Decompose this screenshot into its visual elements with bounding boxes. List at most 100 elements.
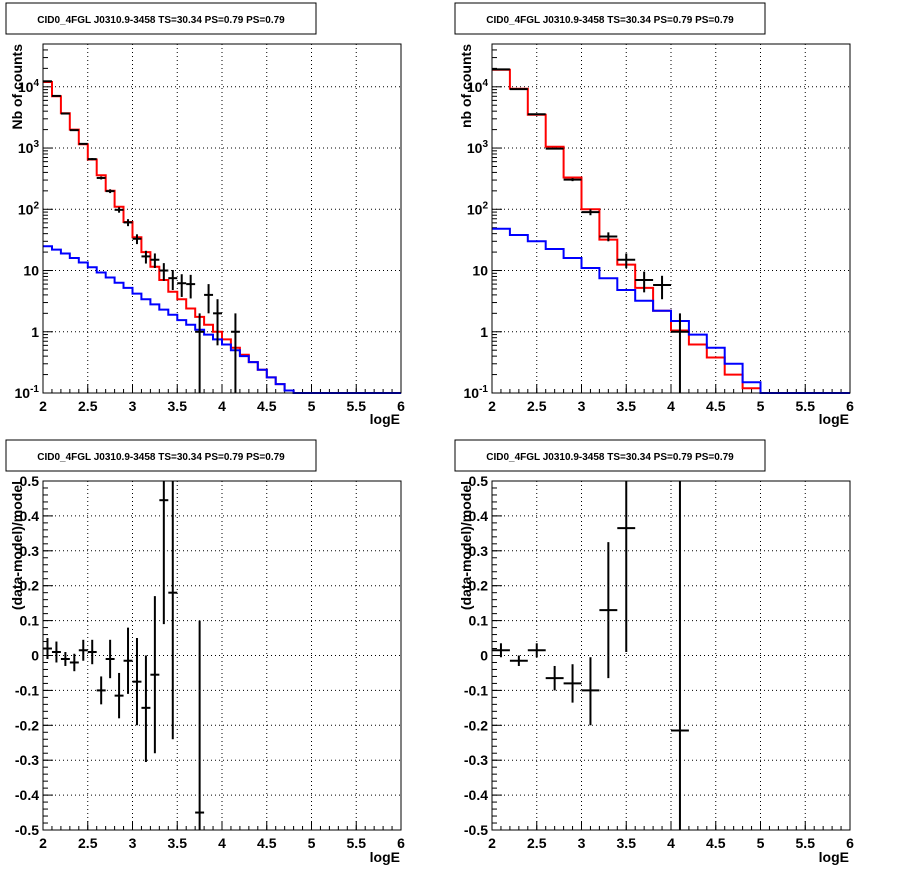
data-point (671, 313, 689, 393)
panel-title-text: CID0_4FGL J0310.9-3458 TS=30.34 PS=0.79 … (37, 452, 285, 463)
data-point (599, 232, 618, 242)
x-tick-label: 5 (757, 398, 765, 414)
x-axis-title: logE (819, 411, 849, 427)
y-tick-label: 102 (18, 200, 40, 217)
x-tick-label: 2 (488, 835, 496, 851)
x-tick-label: 5.5 (796, 835, 816, 851)
data-point (527, 113, 546, 116)
plot-panel: 2 2.5 3 3.5 4 4.5 5 5.5 6 -0.5 -0.4 -0.3 -0.2 -0.1 0 0.… (464, 473, 854, 851)
y-tick-label: -0.4 (15, 787, 39, 803)
data-point (653, 275, 671, 300)
data-point (545, 147, 564, 150)
plot-panel: 2 2.5 3 3.5 4 4.5 5 5.5 6 -0.5 -0.4 -0.3 -0.2 -0.1 0 0.… (15, 473, 405, 851)
y-tick-label: 0.2 (469, 578, 489, 594)
x-tick-label: 4 (667, 835, 675, 851)
data-point (492, 643, 510, 658)
x-tick-label: 2.5 (527, 398, 547, 414)
data-point (132, 234, 142, 245)
y-tick-label: -0.2 (464, 717, 488, 733)
x-tick-label: 5 (308, 398, 316, 414)
data-point (114, 672, 124, 719)
x-tick-label: 2.5 (78, 835, 98, 851)
data-point (78, 142, 88, 145)
plot-panel: 2 2.5 3 3.5 4 4.5 5 5.5 6 10-1 1 10 102 103 104 (464, 43, 854, 414)
x-tick-label: 6 (397, 835, 405, 851)
data-point (509, 655, 528, 666)
x-tick-label: 2.5 (78, 398, 98, 414)
y-tick-label: -0.4 (464, 787, 488, 803)
data-point (159, 481, 169, 625)
data-point (123, 219, 133, 227)
y-tick-label: -0.1 (15, 682, 39, 698)
y-tick-label: 10-1 (464, 384, 489, 401)
y-tick-label: -0.3 (15, 752, 39, 768)
data-point (563, 664, 582, 703)
data-point (204, 284, 214, 314)
data-point (60, 652, 70, 666)
data-point (527, 643, 546, 658)
panel-title-top-left: CID0_4FGL J0310.9-3458 TS=30.34 PS=0.79 … (5, 2, 317, 35)
y-tick-label: 0.4 (20, 508, 40, 524)
panel-title-bottom-right: CID0_4FGL J0310.9-3458 TS=30.34 PS=0.79 … (454, 439, 766, 472)
y-tick-label: 0.2 (20, 578, 40, 594)
x-tick-label: 2 (39, 398, 47, 414)
data-point (492, 68, 510, 71)
panel-title-bottom-left: CID0_4FGL J0310.9-3458 TS=30.34 PS=0.79 … (5, 439, 317, 472)
x-tick-label: 5 (308, 835, 316, 851)
plot-frame (42, 43, 402, 394)
x-tick-label: 3.5 (617, 398, 637, 414)
plot-frame (491, 480, 851, 831)
data-point (195, 313, 205, 393)
data-point (617, 253, 636, 268)
data-point (78, 639, 88, 661)
data-point (671, 481, 689, 830)
x-tick-label: 5.5 (347, 835, 367, 851)
data-point (230, 313, 240, 393)
y-tick-label: 102 (467, 200, 489, 217)
data-point (87, 158, 97, 161)
y-tick-label: 0.5 (20, 473, 40, 489)
data-point (150, 596, 160, 754)
y-tick-label: 0.1 (20, 613, 40, 629)
x-tick-label: 4.5 (706, 398, 726, 414)
data-point (213, 299, 222, 346)
panel-title-text: CID0_4FGL J0310.9-3458 TS=30.34 PS=0.79 … (486, 452, 734, 463)
x-tick-label: 6 (846, 398, 854, 414)
y-tick-label: 0.3 (20, 543, 40, 559)
x-tick-label: 3 (578, 398, 586, 414)
data-point (168, 269, 178, 291)
x-tick-label: 4 (218, 398, 226, 414)
plot-panel: 2 2.5 3 3.5 4 4.5 5 5.5 6 10-1 1 10 102 103 104 (15, 43, 405, 414)
x-tick-label: 3 (129, 398, 137, 414)
y-tick-label: -0.5 (15, 822, 39, 838)
data-point (563, 178, 582, 182)
data-point (141, 250, 151, 264)
y-tick-label: -0.5 (464, 822, 488, 838)
data-point (96, 176, 106, 180)
x-tick-label: 3.5 (617, 835, 637, 851)
data-point (195, 620, 205, 830)
plot-layer: 2 2.5 3 3.5 4 4.5 5 5.5 6 10-1 1 10 102 103 104 2 2.5 3 3.… (15, 43, 854, 851)
y-tick-label: 0.3 (469, 543, 489, 559)
x-tick-label: 5.5 (796, 398, 816, 414)
x-tick-label: 3.5 (168, 398, 188, 414)
y-axis-title: nb of counts (458, 44, 474, 128)
y-tick-label: 103 (18, 139, 40, 156)
y-tick-label: 0.4 (469, 508, 489, 524)
data-point (51, 94, 61, 97)
y-tick-label: 1 (480, 324, 488, 340)
data-point (159, 263, 169, 281)
plot-frame (42, 480, 402, 831)
data-point (51, 641, 61, 663)
data-point (177, 274, 187, 297)
data-point (617, 481, 636, 653)
data-point (599, 542, 618, 679)
data-point (150, 253, 160, 268)
y-tick-label: 104 (18, 78, 40, 95)
x-tick-label: 4.5 (257, 398, 277, 414)
data-point (186, 274, 196, 299)
data-point (545, 665, 564, 691)
y-tick-label: 10 (23, 263, 39, 279)
x-tick-label: 2.5 (527, 835, 547, 851)
x-tick-label: 6 (397, 398, 405, 414)
